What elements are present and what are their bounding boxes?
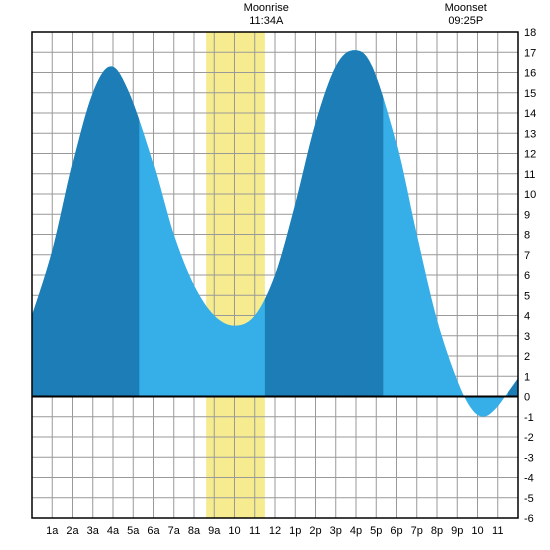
x-tick-label: 8a bbox=[188, 525, 201, 537]
y-tick-label: 3 bbox=[524, 331, 530, 343]
y-tick-label: -4 bbox=[524, 473, 534, 485]
x-tick-label: 7a bbox=[168, 525, 181, 537]
x-tick-label: 11 bbox=[249, 525, 260, 537]
moonset-title: Moonset bbox=[426, 2, 506, 15]
moonrise-label: Moonrise 11:34A bbox=[226, 2, 306, 28]
y-tick-label: 12 bbox=[524, 149, 536, 161]
y-tick-label: 15 bbox=[524, 88, 536, 100]
x-tick-label: 5p bbox=[370, 525, 382, 537]
x-tick-label: 4p bbox=[350, 525, 362, 537]
x-tick-label: 10 bbox=[228, 525, 240, 537]
x-tick-label: 2p bbox=[309, 525, 321, 537]
x-tick-label: 4a bbox=[107, 525, 120, 537]
x-tick-label: 2a bbox=[66, 525, 79, 537]
y-tick-label: 18 bbox=[524, 27, 536, 39]
x-tick-label: 6a bbox=[147, 525, 160, 537]
chart-svg: -6-5-4-3-2-10123456789101112131415161718… bbox=[0, 0, 550, 550]
y-tick-label: -5 bbox=[524, 493, 534, 505]
x-tick-label: 11 bbox=[492, 525, 503, 537]
y-tick-label: 14 bbox=[524, 108, 536, 120]
y-tick-label: 4 bbox=[524, 311, 530, 323]
x-tick-label: 6p bbox=[390, 525, 402, 537]
y-tick-label: -1 bbox=[524, 412, 534, 424]
x-tick-label: 10 bbox=[471, 525, 483, 537]
x-tick-label: 7p bbox=[411, 525, 423, 537]
x-tick-label: 9a bbox=[208, 525, 221, 537]
y-tick-label: 7 bbox=[524, 250, 530, 262]
moonrise-time: 11:34A bbox=[226, 15, 306, 28]
y-tick-label: 11 bbox=[524, 169, 535, 181]
tide-chart: Moonrise 11:34A Moonset 09:25P -6 -5 -4 -3 -… bbox=[0, 0, 550, 550]
moonset-time: 09:25P bbox=[426, 15, 506, 28]
x-tick-label: 3a bbox=[87, 525, 100, 537]
y-tick-label: 6 bbox=[524, 270, 530, 282]
x-tick-label: 8p bbox=[431, 525, 443, 537]
x-tick-label: 9p bbox=[451, 525, 463, 537]
y-tick-label: 1 bbox=[524, 371, 530, 383]
x-tick-label: 12 bbox=[269, 525, 281, 537]
y-tick-label: -6 bbox=[524, 513, 534, 525]
y-tick-label: 16 bbox=[524, 68, 536, 80]
x-tick-label: 1a bbox=[46, 525, 59, 537]
y-tick-label: -2 bbox=[524, 432, 534, 444]
moonrise-title: Moonrise bbox=[226, 2, 306, 15]
x-tick-label: 1p bbox=[289, 525, 301, 537]
x-tick-label: 5a bbox=[127, 525, 140, 537]
y-tick-label: 2 bbox=[524, 351, 530, 363]
y-tick-label: 17 bbox=[524, 47, 536, 59]
y-tick-label: 5 bbox=[524, 290, 530, 302]
moonset-label: Moonset 09:25P bbox=[426, 2, 506, 28]
y-tick-label: 10 bbox=[524, 189, 536, 201]
y-tick-label: -3 bbox=[524, 452, 534, 464]
y-tick-label: 13 bbox=[524, 128, 536, 140]
y-tick-label: 9 bbox=[524, 209, 530, 221]
y-tick-label: 8 bbox=[524, 230, 530, 242]
x-tick-label: 3p bbox=[330, 525, 342, 537]
y-tick-label: 0 bbox=[524, 392, 530, 404]
